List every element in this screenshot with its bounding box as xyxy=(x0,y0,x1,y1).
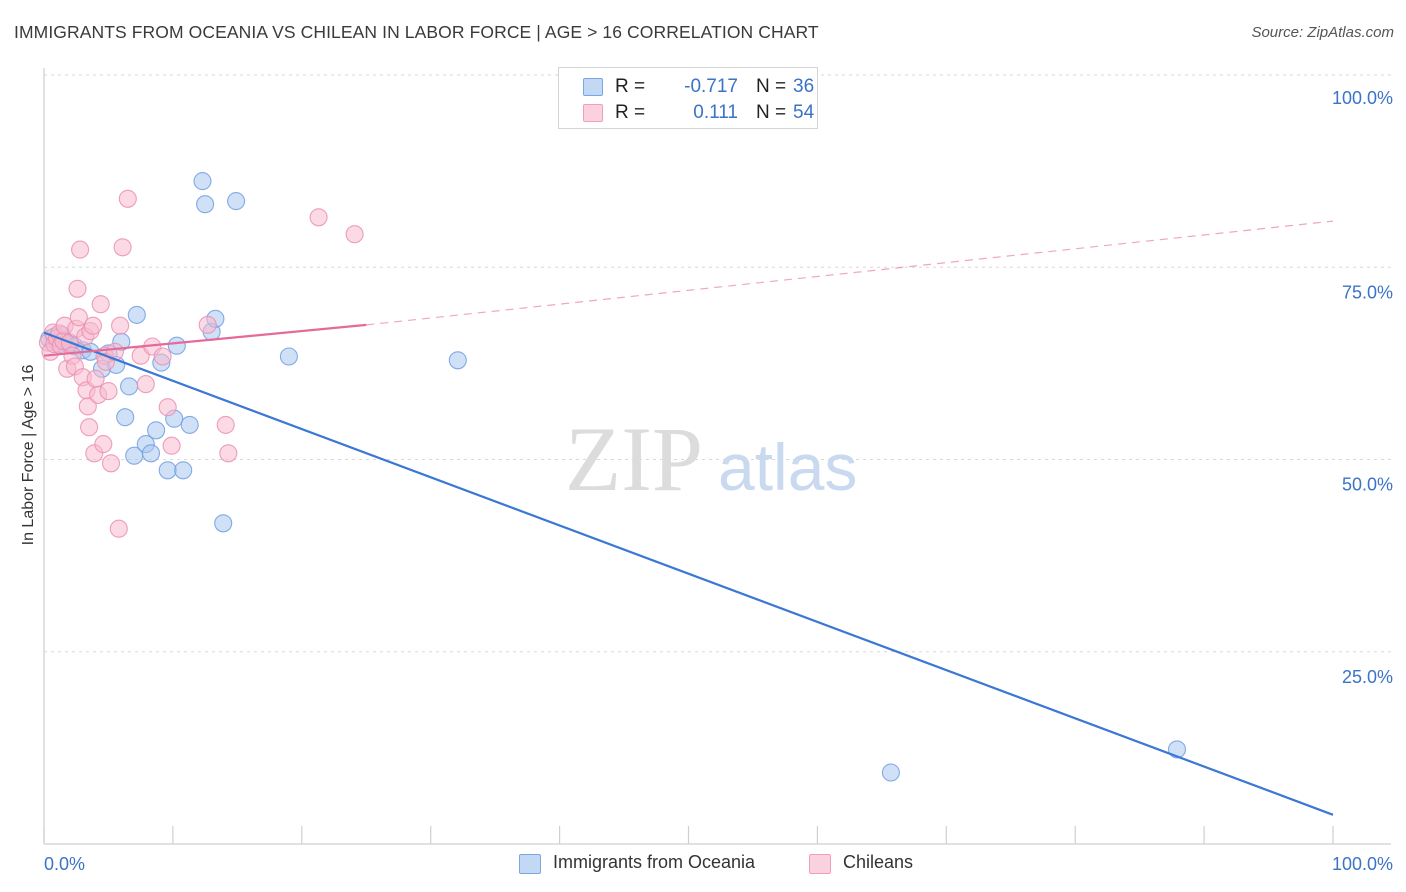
data-point-oceania xyxy=(214,514,233,533)
stats-legend: R = -0.717 N = 36 R = 0.111 N = 54 xyxy=(558,67,818,129)
watermark-zip: ZIP xyxy=(565,408,703,510)
data-point-oceania xyxy=(174,461,193,480)
trend-lines xyxy=(43,220,1334,816)
data-point-oceania xyxy=(448,351,467,370)
n-label: N = xyxy=(756,76,787,97)
data-point-chileans xyxy=(68,279,87,298)
data-point-chileans xyxy=(69,308,88,327)
data-point-oceania xyxy=(193,172,212,191)
y-tick-label: 100.0% xyxy=(1332,88,1393,108)
data-point-oceania xyxy=(141,444,161,463)
data-point-oceania xyxy=(279,347,298,366)
data-point-chileans xyxy=(198,315,217,334)
y-tick-label: 75.0% xyxy=(1342,282,1393,302)
x-tick-label: 100.0% xyxy=(1332,854,1393,874)
data-point-chileans xyxy=(111,316,130,335)
tick-labels: 25.0% 50.0% 75.0% 100.0% 0.0% 100.0% xyxy=(44,88,1393,874)
legend-swatch-chileans xyxy=(583,104,603,122)
data-point-chileans xyxy=(345,225,364,244)
data-point-chileans xyxy=(219,444,238,463)
watermark: ZIP atlas xyxy=(565,408,857,510)
trend-line-chileans-extrapolated xyxy=(366,220,1334,326)
data-point-oceania xyxy=(180,415,199,434)
grid-lines xyxy=(44,74,1391,653)
axes xyxy=(43,68,1391,845)
r-label: R = xyxy=(615,102,646,123)
data-point-chileans xyxy=(309,208,328,227)
legend-swatch-oceania xyxy=(519,854,541,874)
chart-title: IMMIGRANTS FROM OCEANIA VS CHILEAN IN LA… xyxy=(14,22,819,42)
data-point-chileans xyxy=(136,375,155,394)
legend-swatch-oceania xyxy=(583,78,603,96)
data-point-chileans xyxy=(118,189,137,208)
data-point-oceania xyxy=(116,408,135,427)
data-point-chileans xyxy=(86,369,105,388)
y-tick-label: 50.0% xyxy=(1342,475,1393,495)
data-point-chileans xyxy=(80,418,99,437)
r-value: -0.717 xyxy=(684,76,738,97)
data-point-oceania xyxy=(127,305,146,324)
data-point-oceania xyxy=(120,377,139,396)
data-point-chileans xyxy=(113,238,132,257)
data-point-oceania xyxy=(147,421,166,440)
data-point-chileans xyxy=(158,398,177,417)
data-point-chileans xyxy=(153,347,172,366)
data-point-oceania xyxy=(158,461,177,480)
r-value: 0.111 xyxy=(693,102,738,123)
data-point-oceania xyxy=(881,763,900,782)
y-tick-label: 25.0% xyxy=(1342,667,1393,687)
watermark-atlas: atlas xyxy=(718,430,857,504)
n-value: 36 xyxy=(793,76,815,97)
x-tick-label: 0.0% xyxy=(44,854,85,874)
data-point-chileans xyxy=(83,316,103,335)
data-point-oceania xyxy=(1167,740,1187,759)
trend-line-chileans xyxy=(43,323,367,357)
data-point-chileans xyxy=(71,240,90,259)
n-label: N = xyxy=(756,102,787,123)
data-point-oceania xyxy=(196,195,215,214)
legend-swatch-chileans xyxy=(809,854,831,874)
data-point-chileans xyxy=(216,415,235,434)
data-point-chileans xyxy=(94,435,113,454)
source-label: Source: ZipAtlas.com xyxy=(1251,24,1394,41)
data-point-oceania xyxy=(227,192,246,211)
data-point-chileans xyxy=(91,295,110,314)
data-point-chileans xyxy=(99,382,118,401)
r-label: R = xyxy=(615,76,646,97)
data-point-oceania xyxy=(167,336,186,355)
n-value: 54 xyxy=(793,102,815,123)
legend-label: Immigrants from Oceania xyxy=(553,852,756,872)
trend-line-oceania xyxy=(43,331,1334,816)
data-point-chileans xyxy=(162,436,181,455)
data-point-chileans xyxy=(78,397,97,416)
legend-label: Chileans xyxy=(843,852,914,872)
series-legend: Immigrants from Oceania Chileans xyxy=(0,852,1406,878)
data-point-chileans xyxy=(101,454,121,473)
data-point-chileans xyxy=(109,519,128,538)
